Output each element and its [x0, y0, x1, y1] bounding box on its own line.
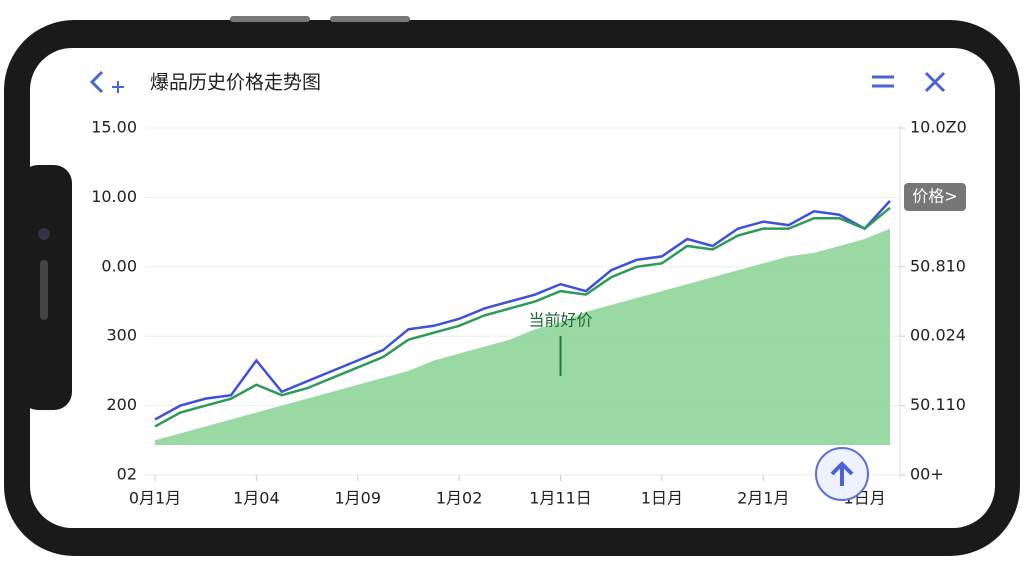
y2-tick-label: 50.810: [910, 256, 966, 275]
line: [154, 206, 891, 428]
y-tick-label: 0.00: [101, 256, 137, 275]
speaker: [40, 260, 48, 320]
menu-icon[interactable]: [872, 75, 894, 88]
badge-text: 价格>: [912, 187, 957, 206]
y2-tick-label: 00+: [910, 465, 944, 484]
line: [154, 200, 891, 421]
close-icon[interactable]: [924, 71, 946, 93]
y2-tick-label: 10.0Z0: [910, 118, 967, 137]
x-tick-label: 2月1月: [737, 489, 789, 508]
plot: 15.00 10.00 0.00 300 200 02 10.0Z0 50.810 00.024…: [91, 118, 967, 508]
y-tick-label: 02: [117, 465, 137, 484]
x-tick-label: 1月11日: [529, 489, 592, 508]
button: [230, 16, 310, 22]
y2-tick-label: 50.110: [910, 395, 966, 414]
add-icon[interactable]: [112, 81, 124, 93]
y-tick-label: 10.00: [91, 187, 137, 206]
button: [330, 16, 410, 22]
y-tick-label: 15.00: [91, 118, 137, 137]
area: [155, 228, 890, 445]
x-tick-label: 1月04: [233, 489, 280, 508]
y2-tick-label: 00.024: [910, 326, 966, 345]
camera: [38, 228, 50, 240]
x-tick-label: 1日月: [641, 489, 683, 508]
arrow-icon: [830, 461, 854, 486]
x-tick-label: 1月02: [436, 489, 483, 508]
x-tick-label: 0月1月: [129, 489, 181, 508]
y-tick-label: 200: [106, 395, 137, 414]
back-icon[interactable]: [89, 70, 104, 94]
badge[interactable]: [904, 183, 966, 211]
annotation-text: 当前好价: [529, 310, 593, 329]
page-title: 爆品历史价格走势图: [150, 72, 321, 94]
y-tick-label: 300: [106, 326, 137, 345]
x-tick-label: 1月09: [334, 489, 381, 508]
